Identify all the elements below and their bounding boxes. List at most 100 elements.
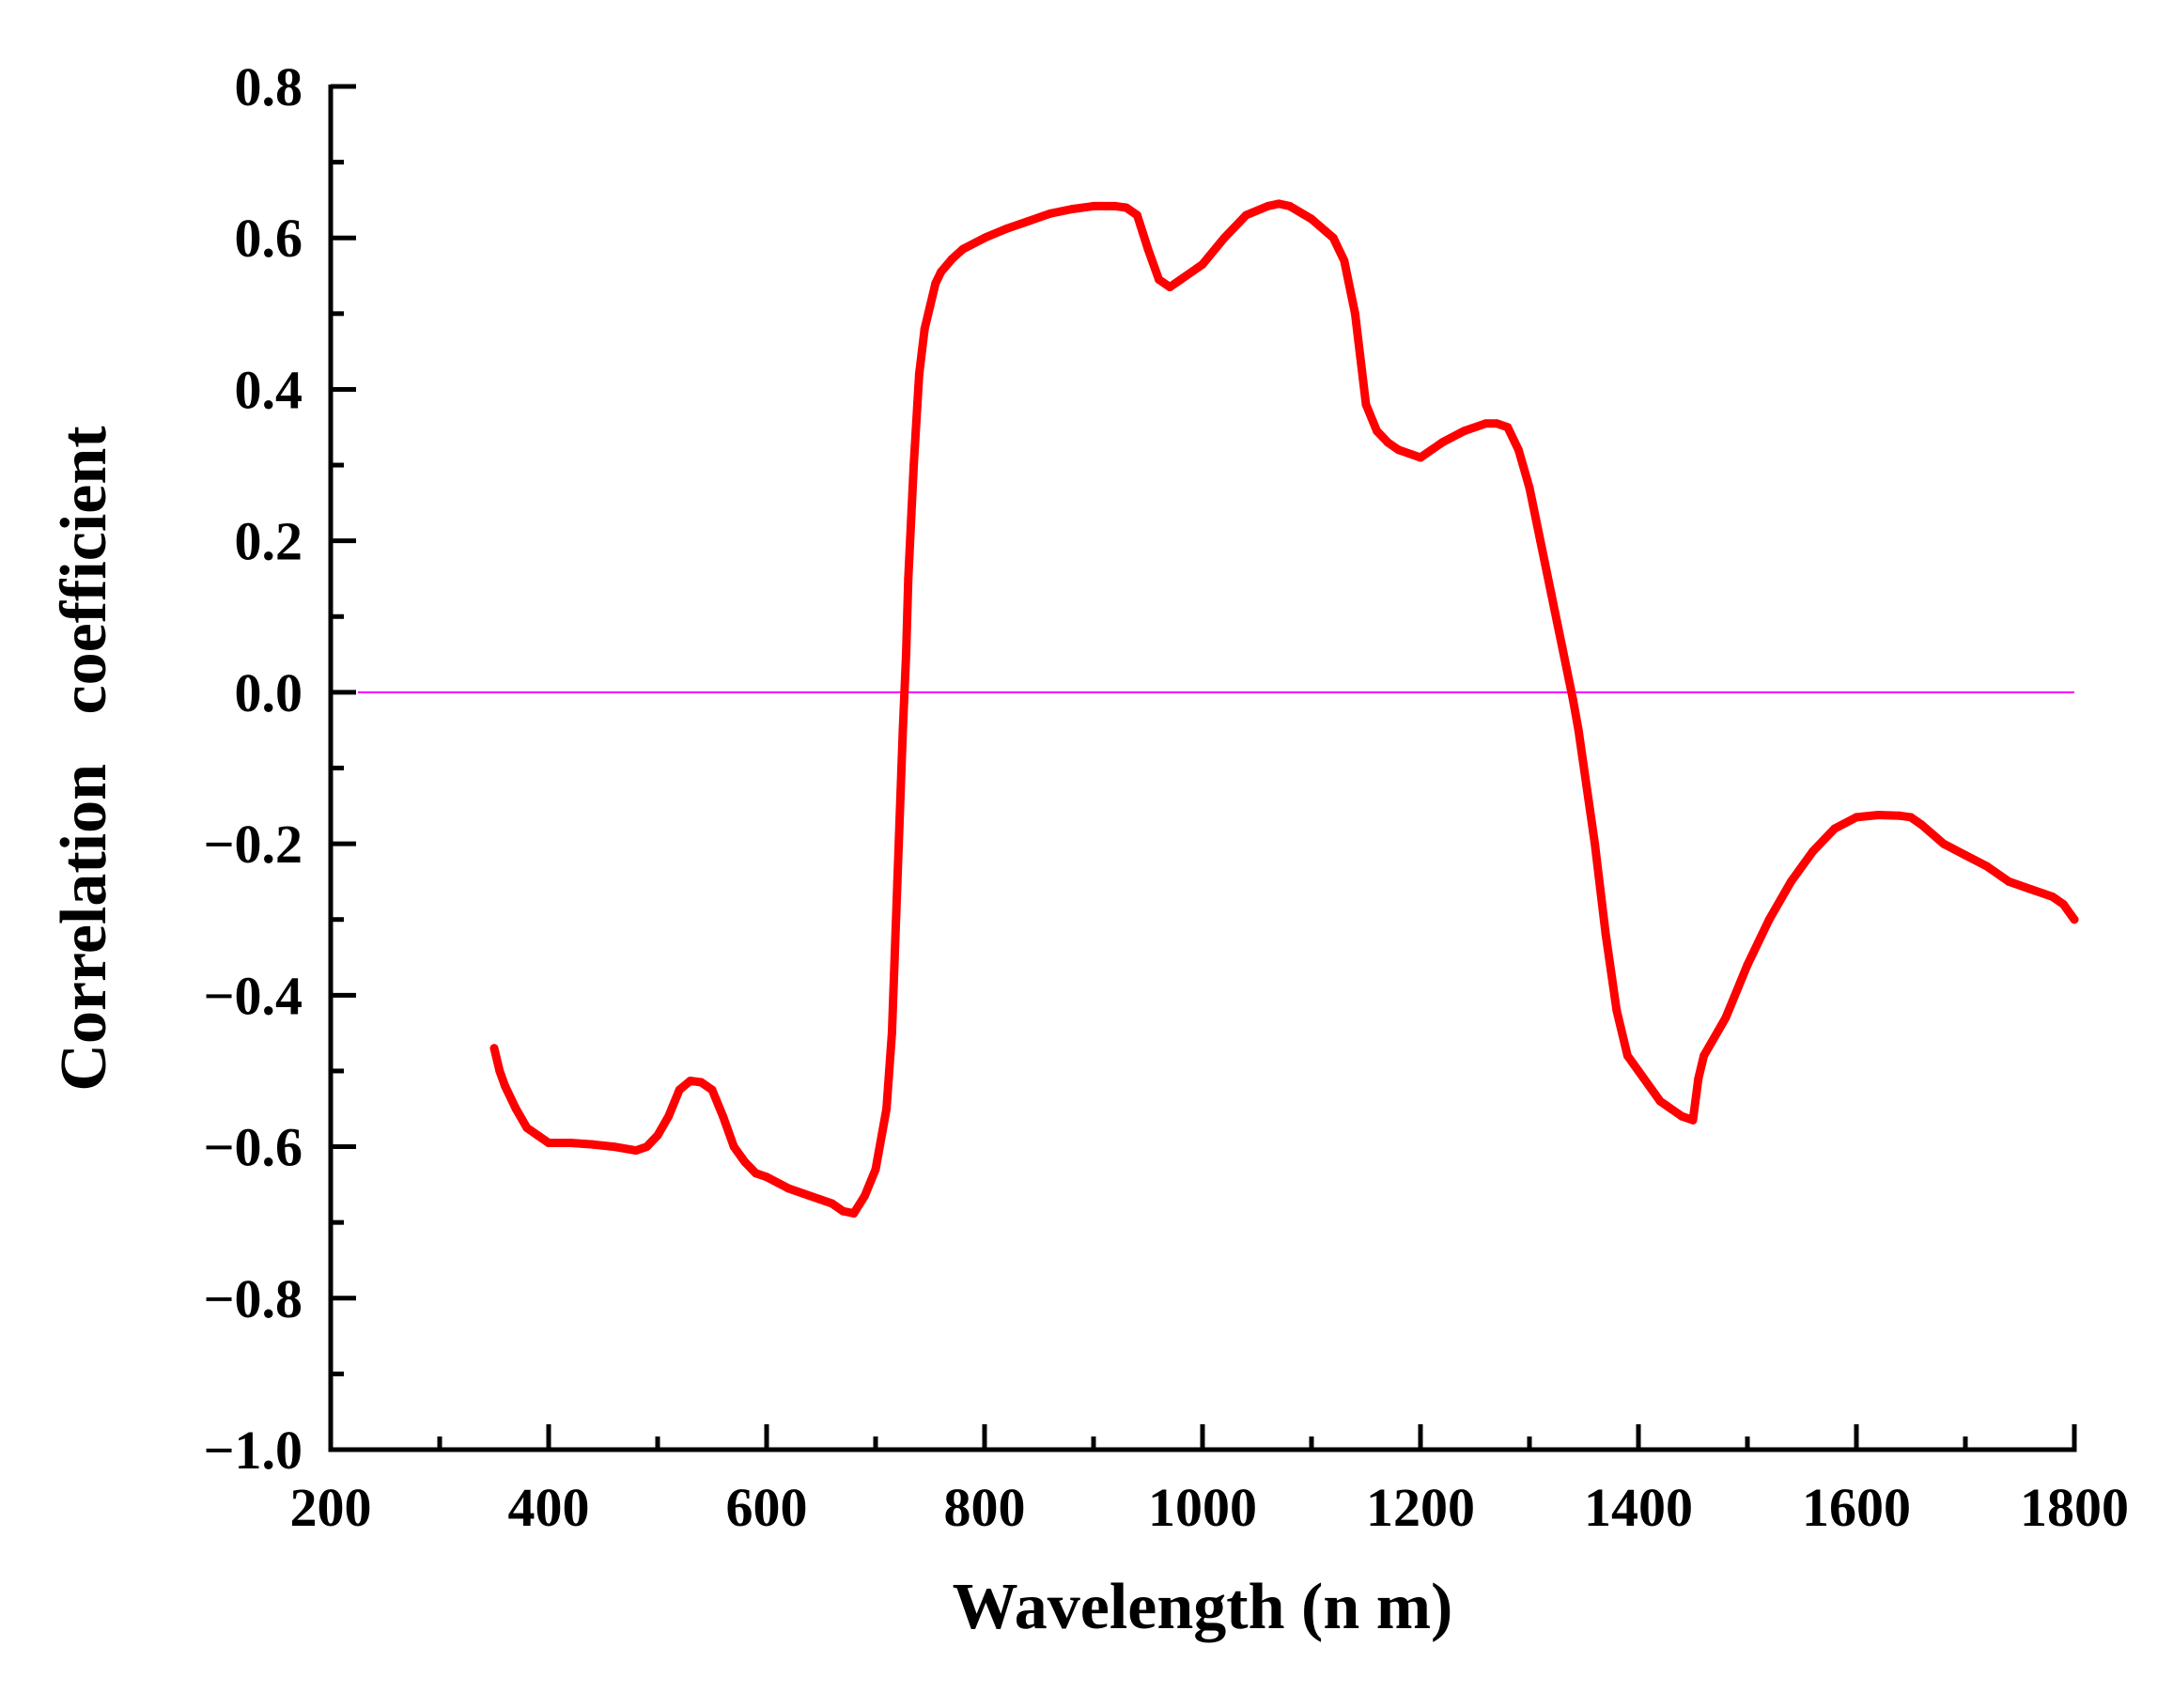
axes-layer	[328, 85, 2077, 1452]
data-point	[1961, 850, 1970, 860]
data-point	[1046, 209, 1055, 218]
y-tick-label: 0.8	[235, 56, 303, 117]
y-tick-label: 0.2	[235, 511, 303, 572]
data-point	[1830, 824, 1839, 833]
data-point	[501, 1081, 510, 1091]
data-point	[1579, 764, 1589, 772]
data-point	[740, 1157, 750, 1167]
data-point	[1688, 1115, 1698, 1125]
data-point	[1176, 275, 1186, 285]
data-point	[1513, 445, 1523, 455]
x-tick-label: 1600	[1802, 1477, 1911, 1538]
data-point	[1219, 233, 1229, 242]
data-point	[902, 650, 910, 660]
data-point	[1285, 201, 1295, 210]
data-point	[838, 1206, 847, 1216]
data-point	[1361, 400, 1371, 410]
data-point	[1536, 536, 1545, 546]
data-point	[1503, 423, 1513, 432]
data-point	[1634, 1066, 1643, 1076]
data-point	[1328, 233, 1338, 242]
data-point	[2026, 885, 2036, 893]
data-point	[1437, 438, 1447, 447]
data-point	[1591, 839, 1600, 848]
data-point	[511, 1104, 520, 1113]
data-point	[522, 1123, 532, 1132]
data-point	[914, 369, 924, 379]
data-point	[587, 1140, 597, 1149]
data-point	[805, 1191, 815, 1201]
data-point	[2070, 915, 2079, 924]
y-tick-label: 0.4	[235, 359, 303, 420]
data-point	[1677, 1111, 1686, 1121]
data-point	[533, 1131, 542, 1140]
data-point	[931, 279, 940, 288]
y-tick-label: −0.2	[203, 814, 303, 875]
data-point	[2048, 893, 2057, 901]
data-point	[1198, 259, 1207, 269]
data-point	[958, 244, 968, 254]
y-axis-title: Correlation coefficient	[48, 426, 120, 1091]
data-point	[1482, 419, 1491, 428]
data-point	[631, 1146, 641, 1156]
data-point	[1110, 201, 1120, 210]
data-point	[909, 460, 919, 470]
data-point	[1601, 930, 1610, 939]
data-point	[1852, 813, 1861, 822]
data-point	[489, 1044, 499, 1053]
data-point	[920, 324, 929, 334]
data-point	[1917, 820, 1927, 830]
y-tick-label: 0.0	[235, 662, 303, 723]
data-point	[871, 1165, 880, 1174]
x-tick-label: 400	[508, 1477, 590, 1538]
data-point	[1492, 419, 1501, 428]
data-point	[1743, 960, 1752, 970]
data-point	[1906, 813, 1916, 822]
data-point	[1694, 1074, 1703, 1083]
data-point	[882, 1104, 892, 1113]
data-point	[1786, 877, 1795, 886]
data-point	[544, 1139, 553, 1147]
data-point	[1023, 217, 1032, 225]
data-point	[707, 1085, 717, 1095]
data-point	[1808, 846, 1818, 856]
data-point	[1525, 483, 1534, 492]
data-point	[2004, 877, 2013, 886]
data-point	[2058, 900, 2068, 909]
y-tick-label: −0.6	[203, 1117, 303, 1178]
data-point	[653, 1131, 662, 1140]
data-point	[675, 1085, 684, 1095]
data-point	[751, 1169, 760, 1178]
data-point	[849, 1209, 859, 1218]
data-point	[566, 1139, 575, 1147]
data-point	[1340, 256, 1349, 265]
data-point	[947, 255, 956, 264]
data-point	[1067, 205, 1077, 214]
data-point	[1574, 725, 1583, 735]
data-point	[1155, 275, 1164, 285]
data-point	[1459, 427, 1468, 436]
data-point	[898, 725, 908, 735]
x-tick-label: 1800	[2020, 1477, 2129, 1538]
data-point	[1274, 199, 1283, 209]
series-line	[489, 199, 2079, 1218]
data-point	[1241, 210, 1250, 220]
data-point	[1939, 839, 1948, 848]
x-axis-title: Wavelength (n m)	[953, 1571, 1453, 1643]
data-point	[980, 233, 989, 242]
data-point	[887, 1029, 896, 1038]
y-tick-label: 0.6	[235, 208, 303, 269]
data-point	[828, 1199, 837, 1208]
data-point	[1394, 445, 1404, 455]
data-point	[1001, 225, 1011, 233]
data-point	[762, 1172, 771, 1182]
y-tick-label: −0.8	[203, 1268, 303, 1329]
data-point	[719, 1111, 728, 1121]
data-point	[784, 1184, 793, 1193]
data-point	[1655, 1096, 1665, 1106]
data-point	[1416, 453, 1425, 462]
data-point	[610, 1142, 619, 1152]
data-point	[1700, 1051, 1709, 1061]
